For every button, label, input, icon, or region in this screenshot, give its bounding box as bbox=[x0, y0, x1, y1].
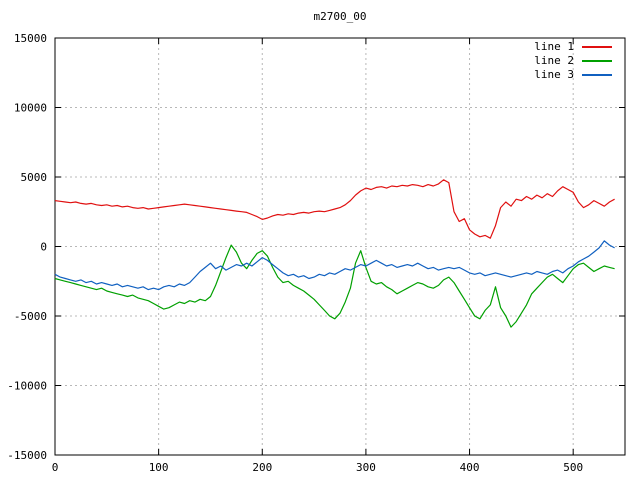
legend-entry: line 1 bbox=[534, 40, 612, 54]
legend-line-sample bbox=[582, 60, 612, 62]
legend-label: line 3 bbox=[534, 68, 574, 81]
ytick-label: 10000 bbox=[14, 102, 47, 115]
ytick-label: 5000 bbox=[21, 171, 48, 184]
xtick-label: 200 bbox=[252, 461, 272, 474]
legend-line-sample bbox=[582, 74, 612, 76]
xtick-label: 500 bbox=[563, 461, 583, 474]
ytick-label: 0 bbox=[40, 241, 47, 254]
xtick-label: 300 bbox=[356, 461, 376, 474]
legend-entry: line 2 bbox=[534, 54, 612, 68]
ytick-label: -10000 bbox=[7, 380, 47, 393]
legend-line-sample bbox=[582, 46, 612, 48]
ytick-label: 15000 bbox=[14, 32, 47, 45]
series-line-2 bbox=[54, 244, 615, 328]
chart-title: m2700_00 bbox=[313, 10, 367, 23]
legend-label: line 2 bbox=[534, 54, 574, 67]
series-line-3 bbox=[54, 240, 615, 291]
legend-entry: line 3 bbox=[534, 68, 612, 82]
plot-border bbox=[54, 37, 626, 456]
series-line-1 bbox=[54, 179, 615, 239]
xtick-label: 400 bbox=[460, 461, 480, 474]
xtick-label: 0 bbox=[52, 461, 59, 474]
legend: line 1 line 2 line 3 bbox=[534, 40, 612, 82]
ytick-label: -5000 bbox=[14, 310, 47, 323]
xtick-label: 100 bbox=[149, 461, 169, 474]
legend-label: line 1 bbox=[534, 40, 574, 53]
ytick-label: -15000 bbox=[7, 449, 47, 462]
